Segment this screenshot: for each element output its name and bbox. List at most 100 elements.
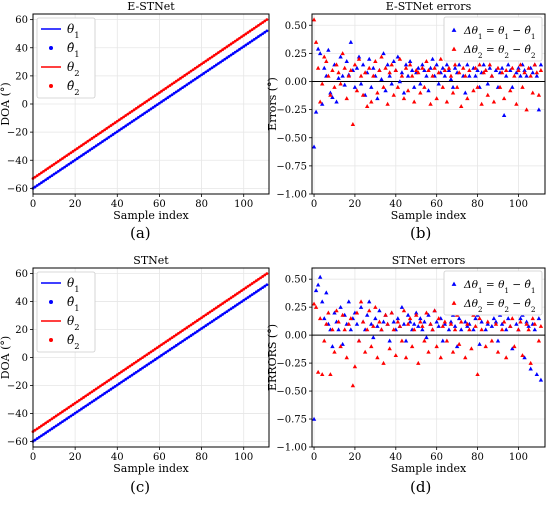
data-point [90, 390, 94, 394]
data-point [426, 349, 431, 354]
data-point [44, 421, 48, 425]
data-point [174, 79, 178, 83]
data-point [109, 377, 113, 381]
data-point [61, 157, 64, 160]
data-point [448, 319, 454, 324]
data-point [536, 92, 542, 97]
data-point [334, 308, 339, 313]
data-point [244, 297, 248, 301]
data-point [248, 294, 252, 298]
data-point [204, 324, 208, 328]
data-point [212, 64, 216, 68]
data-point [257, 277, 260, 281]
data-point [33, 185, 37, 189]
data-point [37, 425, 41, 429]
data-point [54, 424, 58, 428]
data-point [399, 73, 405, 78]
x-tick-label: 100 [509, 199, 528, 210]
data-point [311, 301, 317, 306]
data-point [416, 323, 421, 328]
y-tick-label: 0 [22, 100, 28, 111]
data-point [416, 70, 421, 75]
data-point [265, 283, 269, 287]
data-point [208, 67, 212, 71]
data-point [257, 289, 260, 292]
data-point [536, 338, 542, 343]
data-point [71, 413, 75, 416]
data-point [326, 310, 331, 315]
data-point [176, 342, 180, 346]
data-point [450, 349, 456, 354]
data-point [377, 319, 382, 324]
data-point [424, 59, 429, 64]
data-point [75, 147, 79, 150]
data-point [387, 70, 392, 75]
data-point [164, 351, 168, 354]
data-point [86, 403, 90, 407]
data-point [195, 319, 199, 322]
data-point [63, 155, 67, 159]
data-point [40, 171, 43, 175]
data-point [358, 299, 364, 304]
data-point [383, 65, 388, 70]
data-point [248, 29, 252, 33]
data-point [313, 304, 319, 309]
data-point [155, 92, 159, 96]
data-point [198, 74, 201, 78]
data-point [536, 107, 542, 112]
data-point [229, 42, 233, 46]
data-point [422, 84, 427, 89]
data-point [360, 62, 366, 67]
data-point [514, 321, 519, 326]
data-point [524, 319, 529, 324]
data-point [183, 327, 187, 331]
data-point [416, 360, 421, 365]
data-point [82, 406, 85, 409]
data-point [387, 73, 392, 78]
data-point [322, 316, 327, 321]
data-point [174, 344, 178, 347]
data-point [115, 383, 119, 387]
data-point [58, 168, 62, 172]
data-point [145, 353, 149, 357]
data-point [202, 72, 206, 75]
data-point [82, 142, 85, 146]
data-point [261, 275, 265, 278]
y-tick-label: −20 [7, 381, 28, 392]
legend-marker-swatch [451, 27, 457, 32]
data-point [440, 338, 446, 343]
chart-title: E-STNet errors [386, 0, 472, 13]
data-point [147, 108, 151, 112]
data-point [143, 354, 147, 358]
data-point [37, 172, 41, 176]
data-point [348, 316, 354, 321]
y-tick-label: −0.75 [276, 161, 307, 172]
data-point [225, 310, 229, 313]
data-point [313, 288, 319, 293]
data-point [259, 287, 262, 291]
data-point [166, 349, 170, 353]
data-point [105, 127, 109, 130]
data-point [428, 65, 433, 70]
data-point [395, 316, 401, 321]
data-point [261, 286, 265, 290]
data-point [73, 158, 77, 162]
y-tick-label: −0.25 [276, 105, 307, 116]
data-point [187, 71, 191, 74]
data-point [210, 309, 214, 313]
data-point [532, 321, 537, 326]
data-point [124, 124, 128, 128]
data-point [37, 182, 41, 186]
data-point [153, 358, 157, 361]
data-point [92, 388, 96, 392]
data-point [168, 348, 172, 352]
data-point [369, 321, 374, 326]
data-point [92, 135, 96, 139]
data-point [456, 341, 462, 346]
data-point [528, 73, 533, 78]
data-point [448, 321, 454, 326]
data-point [485, 321, 490, 326]
data-point [399, 338, 405, 343]
data-point [117, 382, 121, 385]
data-point [465, 96, 470, 101]
